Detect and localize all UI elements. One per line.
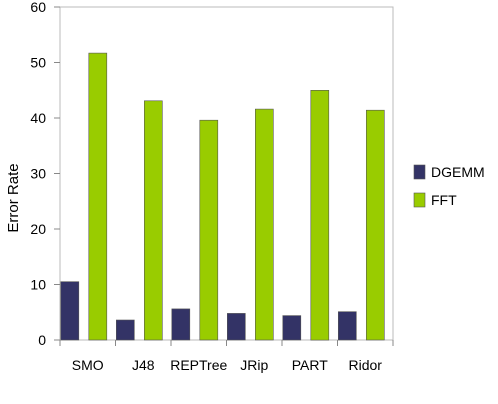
x-tick-label: JRip bbox=[240, 357, 268, 373]
bar-fft-reptree bbox=[199, 119, 219, 341]
x-tick-label: PART bbox=[292, 357, 328, 373]
x-tick-label: REPTree bbox=[170, 357, 227, 373]
bar-dgemm-ridor bbox=[337, 311, 357, 341]
bar-dgemm-part bbox=[282, 315, 302, 341]
bar-dgemm-j48 bbox=[116, 319, 135, 341]
y-tick-label: 30 bbox=[30, 166, 46, 182]
bar-fft-j48 bbox=[144, 100, 163, 341]
bar-fft-part bbox=[310, 90, 330, 341]
y-tick-label: 60 bbox=[30, 0, 46, 15]
y-axis-title: Error Rate bbox=[5, 163, 22, 232]
legend-swatch-dgemm bbox=[413, 164, 426, 180]
bar-fft-smo bbox=[88, 52, 108, 341]
axes: 0 10 20 30 40 50 60 SMO J48 REPTree JRip PART Ridor bbox=[30, 0, 394, 373]
y-tick-label: 20 bbox=[30, 221, 46, 237]
legend: DGEMM FFT bbox=[413, 164, 485, 208]
plot-frame bbox=[59, 6, 394, 341]
bar-fft-ridor bbox=[365, 109, 385, 341]
x-tick-label: SMO bbox=[72, 357, 104, 373]
x-tick-label: J48 bbox=[132, 357, 155, 373]
legend-swatch-fft bbox=[413, 192, 426, 208]
bar-fft-jrip bbox=[255, 108, 274, 341]
bar-dgemm-reptree bbox=[171, 308, 191, 341]
y-tick-label: 0 bbox=[38, 332, 46, 348]
legend-label-dgemm: DGEMM bbox=[431, 164, 485, 180]
bar-dgemm-jrip bbox=[227, 313, 246, 341]
y-tick-label: 40 bbox=[30, 110, 46, 126]
bar-dgemm-smo bbox=[60, 281, 80, 341]
plot-area bbox=[59, 6, 394, 341]
y-tick-label: 50 bbox=[30, 55, 46, 71]
legend-label-fft: FFT bbox=[431, 192, 457, 208]
x-tick-label: Ridor bbox=[349, 357, 383, 373]
y-tick-label: 10 bbox=[30, 277, 46, 293]
